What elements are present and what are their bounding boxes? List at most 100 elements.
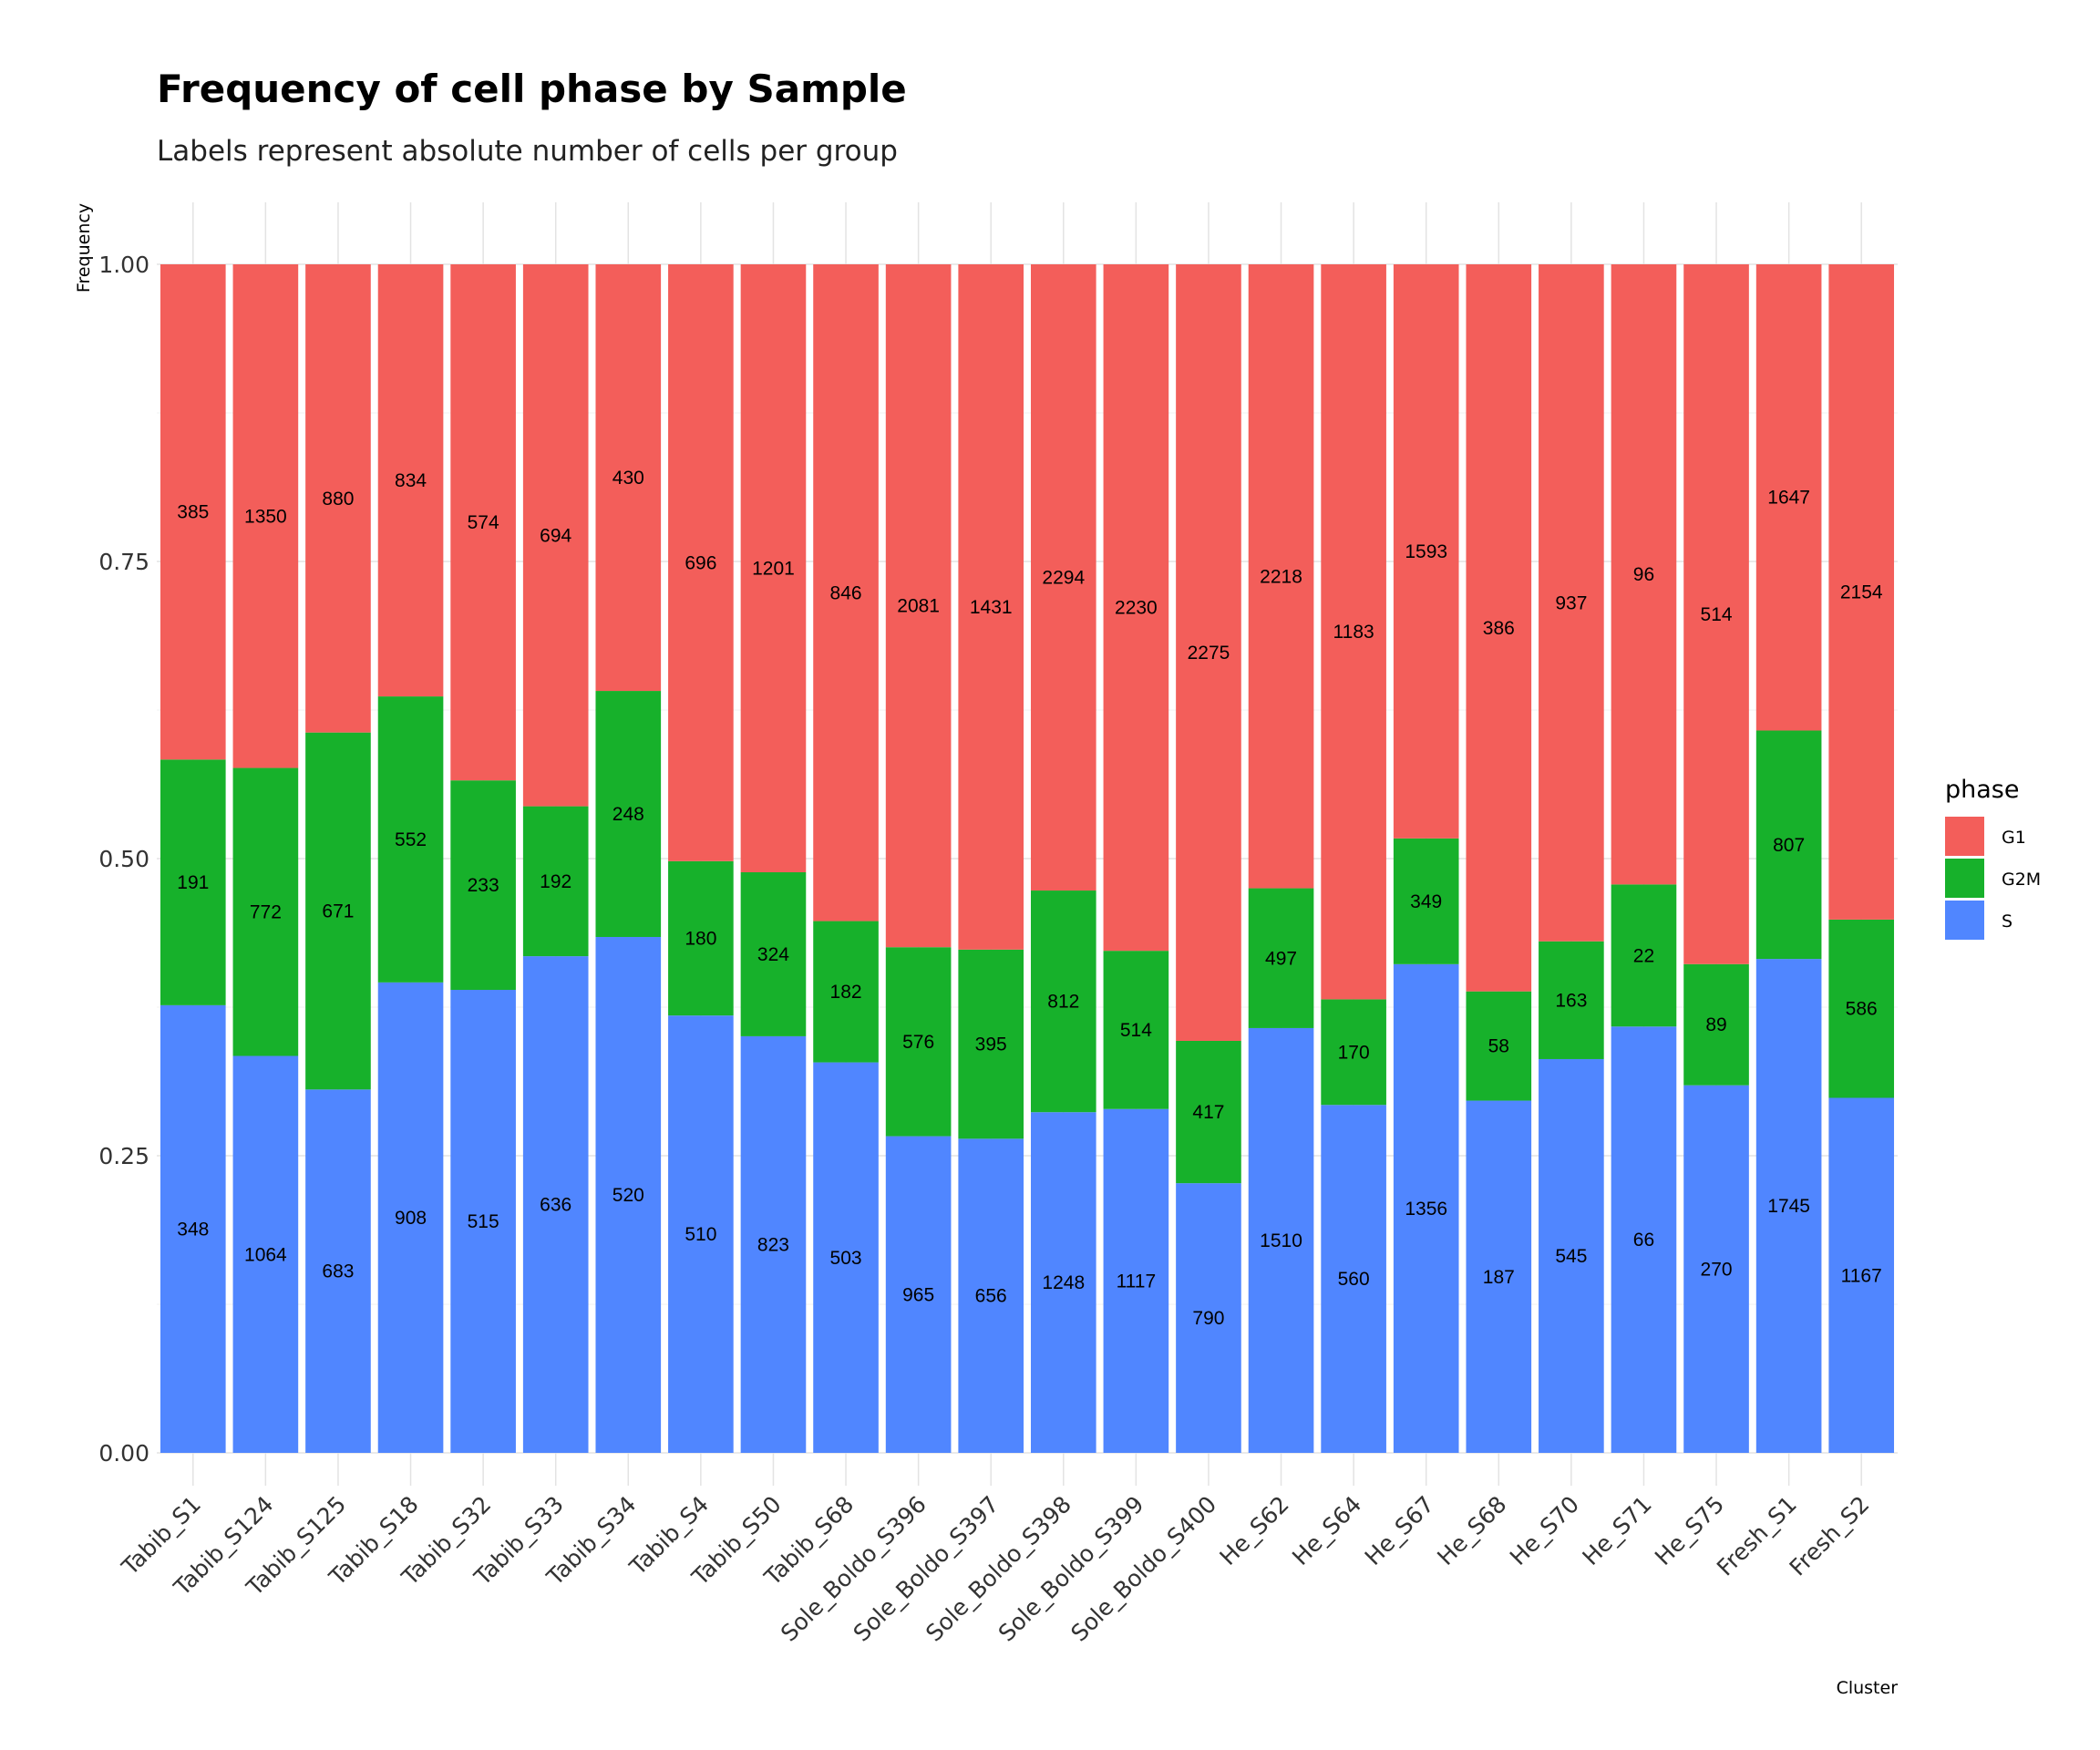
bar-label: 1745 xyxy=(1767,1196,1810,1217)
bar-g2m-sole_boldo_s397 xyxy=(958,949,1024,1139)
bar-label: 170 xyxy=(1338,1042,1370,1063)
bar-g1-sole_boldo_s397 xyxy=(958,264,1024,950)
bar-g2m-he_s68 xyxy=(1466,991,1532,1101)
bar-label: 671 xyxy=(322,901,354,921)
bar-g1-he_s62 xyxy=(1248,264,1314,889)
x-tick-label: He_S62 xyxy=(1215,1491,1294,1570)
x-axis: Tabib_S1Tabib_S124Tabib_S125Tabib_S18Tab… xyxy=(116,1491,1874,1647)
bar-label: 574 xyxy=(468,512,499,533)
bar-label: 2154 xyxy=(1840,582,1883,602)
bar-label: 2081 xyxy=(897,596,940,617)
bar-g1-tabib_s32 xyxy=(450,264,516,781)
y-tick-label: 0.25 xyxy=(98,1143,149,1169)
bar-label: 545 xyxy=(1555,1246,1587,1267)
bar-g2m-sole_boldo_s398 xyxy=(1030,890,1096,1113)
legend-swatch-g2m xyxy=(1945,859,1984,898)
bar-g1-he_s68 xyxy=(1466,264,1532,992)
y-tick-label: 0.00 xyxy=(98,1440,149,1467)
bar-label: 520 xyxy=(612,1185,644,1206)
bar-s-sole_boldo_s400 xyxy=(1176,1183,1241,1453)
bar-s-he_s68 xyxy=(1466,1100,1532,1453)
bar-label: 510 xyxy=(685,1224,716,1245)
bar-label: 270 xyxy=(1701,1259,1733,1280)
bar-label: 1248 xyxy=(1042,1272,1085,1293)
bar-label: 586 xyxy=(1846,999,1878,1020)
bar-label: 497 xyxy=(1265,948,1297,969)
bar-g1-sole_boldo_s398 xyxy=(1030,264,1096,891)
y-tick-label: 0.75 xyxy=(98,549,149,575)
bar-g1-tabib_s18 xyxy=(377,264,444,697)
x-tick-label: He_S67 xyxy=(1360,1491,1439,1570)
x-tick-label: He_S70 xyxy=(1505,1491,1584,1570)
bar-g2m-tabib_s18 xyxy=(377,696,444,983)
bar-g2m-sole_boldo_s396 xyxy=(885,947,952,1137)
bar-label: 1350 xyxy=(244,506,287,527)
bar-label: 790 xyxy=(1192,1308,1224,1329)
bar-g1-tabib_s125 xyxy=(305,264,371,733)
bar-g2m-fresh_s1 xyxy=(1755,730,1822,960)
bar-label: 908 xyxy=(395,1208,427,1229)
x-tick-label: He_S71 xyxy=(1577,1491,1656,1570)
bar-s-he_s62 xyxy=(1248,1027,1314,1453)
bar-g2m-tabib_s125 xyxy=(305,732,371,1090)
y-axis-title: Frequency xyxy=(74,203,94,293)
bar-label: 807 xyxy=(1773,835,1805,856)
bar-label: 96 xyxy=(1633,564,1654,585)
bar-g2m-he_s62 xyxy=(1248,888,1314,1028)
bar-label: 1167 xyxy=(1841,1265,1882,1286)
bar-s-he_s71 xyxy=(1611,1026,1677,1453)
bar-label: 1647 xyxy=(1767,488,1810,509)
bar-g1-tabib_s68 xyxy=(813,264,879,921)
bar-label: 937 xyxy=(1555,592,1587,613)
bar-g2m-tabib_s4 xyxy=(668,860,734,1016)
bar-label: 1510 xyxy=(1260,1230,1302,1251)
bar-g1-sole_boldo_s396 xyxy=(885,264,952,948)
bar-g2m-he_s67 xyxy=(1393,838,1459,964)
y-tick-label: 1.00 xyxy=(98,252,149,278)
bar-g1-tabib_s124 xyxy=(232,264,299,768)
bar-label: 180 xyxy=(685,928,716,949)
bar-s-he_s64 xyxy=(1321,1105,1386,1453)
bar-s-tabib_s68 xyxy=(813,1062,879,1453)
bar-s-sole_boldo_s399 xyxy=(1103,1108,1169,1453)
bar-s-he_s75 xyxy=(1683,1085,1749,1453)
bar-s-tabib_s124 xyxy=(232,1055,299,1453)
legend-label: G1 xyxy=(2002,828,2026,848)
legend-swatch-s xyxy=(1945,901,1984,940)
bar-g2m-he_s75 xyxy=(1683,963,1749,1086)
x-tick-label: He_S64 xyxy=(1287,1491,1366,1570)
bar-g2m-tabib_s68 xyxy=(813,921,879,1063)
bar-g1-tabib_s34 xyxy=(595,264,662,692)
bar-g1-he_s71 xyxy=(1611,264,1677,885)
bar-label: 656 xyxy=(975,1286,1007,1307)
chart-subtitle: Labels represent absolute number of cell… xyxy=(157,135,898,168)
x-tick-label: Fresh_S2 xyxy=(1785,1491,1875,1581)
bar-label: 417 xyxy=(1192,1102,1224,1123)
bar-label: 348 xyxy=(177,1219,209,1240)
legend: phase G1 G2M S xyxy=(1945,776,2041,940)
bar-g1-tabib_s4 xyxy=(668,264,734,861)
bar-g1-he_s67 xyxy=(1393,264,1459,839)
bar-label: 1593 xyxy=(1405,541,1447,562)
bar-label: 248 xyxy=(612,804,644,825)
bar-label: 1201 xyxy=(752,558,795,579)
bar-s-tabib_s32 xyxy=(450,990,516,1453)
bar-label: 386 xyxy=(1483,618,1515,639)
bar-label: 514 xyxy=(1701,604,1733,625)
bar-label: 324 xyxy=(757,944,789,965)
bar-label: 2275 xyxy=(1188,643,1230,664)
bar-label: 576 xyxy=(902,1032,934,1053)
bar-s-sole_boldo_s397 xyxy=(958,1138,1024,1453)
bar-s-fresh_s2 xyxy=(1828,1097,1895,1453)
bar-label: 560 xyxy=(1338,1269,1370,1290)
bar-label: 834 xyxy=(395,470,427,491)
bar-label: 1064 xyxy=(244,1244,287,1265)
y-tick-label: 0.50 xyxy=(98,846,149,872)
x-tick-label: He_S68 xyxy=(1432,1491,1511,1570)
x-axis-title: Cluster xyxy=(1837,1678,1899,1698)
bar-label: 965 xyxy=(902,1284,934,1305)
bar-label: 163 xyxy=(1555,990,1587,1011)
legend-title: phase xyxy=(1945,776,2019,804)
bar-g1-he_s75 xyxy=(1683,264,1749,964)
